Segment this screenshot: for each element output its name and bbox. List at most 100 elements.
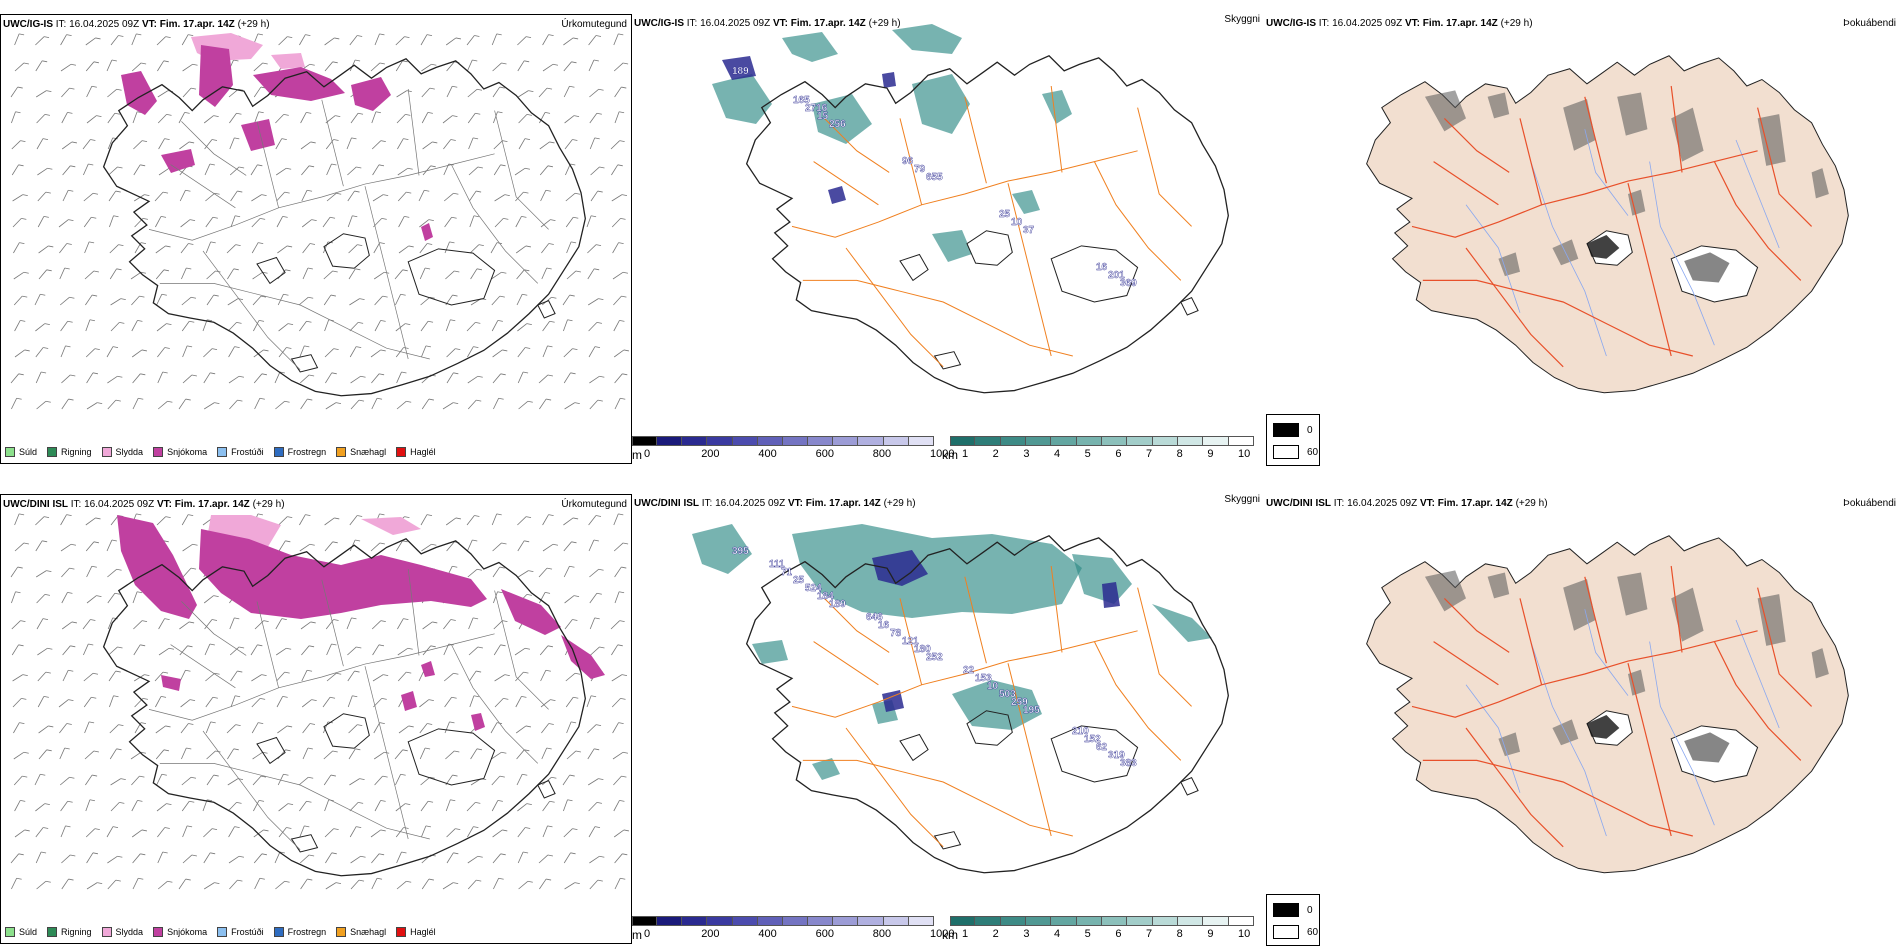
precip-type-panel: UWC/IG-IS IT: 16.04.2025 09Z VT: Fim. 17… <box>0 14 632 464</box>
legend-label: Snæhagl <box>350 927 387 937</box>
road-line <box>813 641 879 686</box>
colorbar-cell <box>858 436 884 446</box>
glacier-outline <box>899 733 929 762</box>
visibility-area <box>752 640 788 664</box>
legend-label: Frostregn <box>287 927 327 937</box>
wind-barbs <box>10 33 629 410</box>
road-network <box>791 565 1192 848</box>
road-line <box>824 118 890 173</box>
panel-title: UWC/IG-IS IT: 16.04.2025 09Z VT: Fim. 17… <box>1266 18 1533 29</box>
road-line <box>802 279 1073 357</box>
legend-item: Snæhagl <box>336 927 386 937</box>
colorbar-tick-label: 1000 <box>930 448 955 460</box>
fog-legend-item: 0 <box>1273 423 1313 437</box>
colorbar-tick-label: 1 <box>962 928 969 940</box>
fog-legend-label: 0 <box>1307 424 1313 436</box>
glacier-outline <box>1180 297 1199 316</box>
legend-label: Frostregn <box>287 447 327 457</box>
road-line <box>170 164 236 209</box>
road-network <box>791 85 1192 368</box>
cloud-base-label: 10 <box>987 681 999 692</box>
fog-patch <box>1757 114 1786 166</box>
glacier-outline <box>323 713 370 749</box>
colorbar-cell <box>682 436 708 446</box>
colorbar-tick-label: 800 <box>872 448 892 460</box>
visibility-area <box>1042 90 1072 124</box>
legend-label: Snæhagl <box>350 447 387 457</box>
colorbar-tick-label: 200 <box>701 928 720 940</box>
road-line <box>451 644 539 764</box>
cloud-base-label: 383 <box>1120 758 1137 769</box>
road-line <box>1422 759 1693 837</box>
fog-patch <box>1563 98 1596 151</box>
colorbar-cell <box>908 436 934 446</box>
colorbar-cell <box>1101 916 1128 926</box>
colorbar-tick-label: 1 <box>962 448 969 460</box>
cloud-base-unit: m <box>632 448 642 462</box>
road-line <box>1627 183 1672 357</box>
colorbar-cell <box>707 916 733 926</box>
cloud-base-label: 252 <box>926 652 943 663</box>
glacier-outline <box>1050 725 1139 783</box>
colorbar-cell <box>883 916 909 926</box>
cloud-base-colorbar <box>632 436 934 446</box>
road-line <box>1433 161 1499 206</box>
colorbar-tick-label: 2 <box>992 448 999 460</box>
cloud-base-label: 524 <box>805 583 822 594</box>
colorbar-cell <box>1203 436 1229 446</box>
legend-item: Frostregn <box>273 447 327 457</box>
legend-swatch <box>153 447 164 457</box>
road-line <box>964 96 987 184</box>
colorbar-tick-label: 9 <box>1207 448 1214 460</box>
cloud-base-label: 165 <box>793 95 810 106</box>
cloud-base-label: 37 <box>1023 225 1035 236</box>
colorbar-cell <box>1000 436 1026 446</box>
cloud-base-label: 210 <box>1072 726 1089 737</box>
snow-area <box>241 119 275 151</box>
fog-index-legend: 0 60 <box>1266 894 1320 946</box>
legend-label: Slydda <box>115 447 144 457</box>
road-line <box>802 759 1073 837</box>
legend-item: Slydda <box>101 927 144 937</box>
legend-item: Snæhagl <box>336 447 386 457</box>
road-line <box>1422 279 1693 357</box>
fog-patch <box>1424 570 1466 612</box>
glacier-outline <box>933 831 962 850</box>
low-cloud-area <box>1102 582 1120 608</box>
colorbar-tick-label: 8 <box>1176 928 1183 940</box>
visibility-unit: km <box>942 928 958 942</box>
fog-index-panel: UWC/DINI ISL IT: 16.04.2025 09Z VT: Fim.… <box>1264 494 1900 914</box>
legend-swatch <box>47 927 58 937</box>
colorbar-cell <box>833 916 859 926</box>
river-line <box>1735 139 1780 249</box>
glacier-outline <box>537 780 556 799</box>
legend-swatch <box>217 447 228 457</box>
visibility-colorbar <box>950 916 1254 926</box>
cloud-base-label: 79 <box>914 164 926 175</box>
fog-legend-label: 60 <box>1307 926 1319 938</box>
legend-swatch <box>217 927 228 937</box>
panel-parameter-label: Úrkomutegund <box>561 19 627 30</box>
legend-label: Slydda <box>115 927 144 937</box>
cloud-base-label: 189 <box>829 599 846 610</box>
cloud-base-label: 184 <box>817 591 834 602</box>
glacier-outline <box>323 233 370 269</box>
road-line <box>451 164 539 284</box>
fog-patch <box>1617 572 1648 616</box>
colorbar-tick-label: 10 <box>1238 928 1251 940</box>
cloud-base-label: 395 <box>732 546 749 557</box>
road-line <box>791 150 1138 238</box>
colorbar-tick-label: 5 <box>1084 448 1091 460</box>
colorbar-cell <box>883 436 909 446</box>
fog-legend-item: 0 <box>1273 903 1313 917</box>
low-cloud-area <box>882 690 904 712</box>
colorbar-tick-label: 400 <box>758 448 777 460</box>
road-line <box>494 110 549 230</box>
road-line <box>181 601 247 656</box>
fog-index-map <box>1366 535 1849 874</box>
legend-swatch <box>336 447 347 457</box>
visibility-area <box>892 24 962 54</box>
river-line <box>1465 684 1521 793</box>
legend-label: Snjókoma <box>167 927 208 937</box>
visibility-area <box>812 94 872 144</box>
